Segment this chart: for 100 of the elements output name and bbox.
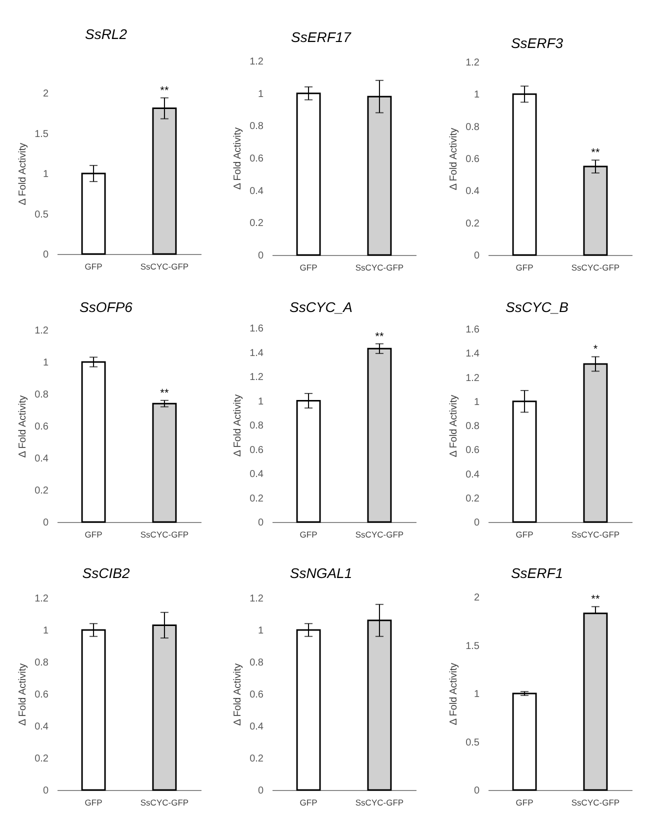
- y-tick-label: 0: [42, 250, 49, 260]
- y-tick-label: 0: [474, 250, 480, 262]
- y-tick-label: 1.2: [466, 372, 480, 384]
- y-tick-label: 1.6: [466, 324, 480, 336]
- y-tick-label: 0.6: [250, 154, 264, 164]
- y-tick-label: 1.4: [466, 348, 480, 360]
- y-tick-label: 0.4: [466, 186, 480, 198]
- y-tick-label: 0: [474, 786, 480, 796]
- y-tick-label: 0.8: [34, 390, 49, 400]
- y-tick-label: 2: [42, 88, 49, 100]
- y-axis-title: Δ Fold Activity: [232, 663, 244, 726]
- x-tick-label: SsCYC-GFP: [140, 530, 189, 540]
- y-axis-title: Δ Fold Activity: [232, 127, 244, 190]
- y-tick-label: 0.6: [34, 690, 49, 700]
- y-tick-label: 0: [474, 518, 480, 528]
- y-tick-label: 0.4: [250, 722, 264, 732]
- y-tick-label: 1.2: [34, 326, 49, 336]
- y-tick-label: 0: [258, 250, 264, 262]
- y-tick-label: 0.4: [466, 469, 480, 480]
- annotation: **: [375, 330, 384, 343]
- chart-title: SsCYC_A: [289, 299, 353, 315]
- annotation: **: [160, 84, 170, 97]
- y-tick-label: 0.6: [250, 444, 264, 456]
- y-axis-title: Δ Fold Activity: [18, 395, 29, 458]
- x-tick-label: SsCYC-GFP: [140, 798, 189, 808]
- y-tick-label: 1.2: [250, 594, 264, 604]
- annotation: **: [591, 147, 600, 160]
- x-tick-label: GFP: [300, 530, 318, 540]
- y-tick-label: 1: [474, 90, 480, 101]
- x-tick-label: GFP: [300, 262, 318, 272]
- y-tick-label: 0.4: [34, 722, 49, 732]
- y-tick-label: 0.8: [466, 122, 480, 133]
- y-tick-label: 0.4: [250, 469, 264, 480]
- x-tick-label: GFP: [516, 798, 534, 808]
- x-tick-label: GFP: [516, 262, 534, 272]
- y-tick-label: 1.5: [34, 128, 49, 140]
- y-tick-label: 0.4: [250, 186, 264, 197]
- y-tick-label: 0.8: [34, 658, 49, 668]
- y-tick-label: 0.2: [466, 218, 480, 230]
- y-tick-label: 2: [474, 592, 480, 604]
- x-tick-label: GFP: [516, 530, 534, 540]
- y-tick-label: 0.8: [250, 658, 264, 668]
- y-tick-label: 1: [474, 689, 480, 700]
- y-tick-label: 1: [258, 396, 264, 408]
- x-tick-label: GFP: [84, 262, 103, 272]
- x-tick-label: SsCYC-GFP: [355, 798, 404, 808]
- y-tick-label: 0: [42, 786, 49, 796]
- y-tick-label: 1: [258, 626, 264, 636]
- chart-title: SsOFP6: [80, 299, 133, 315]
- y-axis-title: Δ Fold Activity: [448, 662, 460, 726]
- x-tick-label: GFP: [300, 798, 318, 808]
- y-tick-label: 0.4: [34, 454, 49, 464]
- chart-title: SsCIB2: [82, 565, 130, 581]
- y-axis-title: Δ Fold Activity: [448, 128, 460, 190]
- y-tick-label: 1: [474, 396, 480, 408]
- x-tick-label: GFP: [84, 530, 103, 540]
- x-tick-label: SsCYC-GFP: [355, 530, 404, 540]
- annotation: **: [160, 387, 170, 400]
- chart-title: SsERF3: [510, 35, 564, 51]
- y-tick-label: 0.2: [466, 493, 480, 504]
- chart-title: SsERF17: [291, 29, 352, 45]
- y-tick-label: 1.2: [466, 58, 480, 68]
- x-tick-label: SsCYC-GFP: [571, 262, 620, 272]
- x-tick-label: SsCYC-GFP: [571, 798, 620, 808]
- y-axis-title: Δ Fold Activity: [448, 394, 460, 458]
- y-tick-label: 0.2: [34, 486, 49, 496]
- y-tick-label: 0: [42, 518, 49, 528]
- y-tick-label: 0.2: [250, 493, 264, 504]
- y-tick-label: 0.5: [466, 737, 480, 748]
- y-tick-label: 0.6: [466, 154, 480, 165]
- x-tick-label: SsCYC-GFP: [571, 530, 620, 540]
- chart-title: SsNGAL1: [290, 565, 352, 581]
- y-tick-label: 1.6: [250, 324, 264, 334]
- y-tick-label: 0.2: [34, 754, 49, 764]
- y-tick-label: 0.8: [250, 121, 264, 132]
- x-tick-label: SsCYC-GFP: [355, 262, 404, 272]
- y-tick-label: 1.2: [250, 372, 264, 383]
- y-tick-label: 0.8: [250, 420, 264, 432]
- y-tick-label: 1.5: [466, 640, 480, 652]
- y-tick-label: 1.4: [250, 348, 264, 359]
- chart-title: SsERF1: [510, 565, 564, 581]
- y-tick-label: 0.6: [34, 422, 49, 432]
- annotation: *: [593, 344, 598, 356]
- y-tick-label: 0.2: [250, 754, 264, 764]
- y-tick-label: 0.6: [250, 690, 264, 700]
- y-tick-label: 1: [42, 358, 49, 368]
- y-tick-label: 1.2: [250, 56, 264, 68]
- y-tick-label: 1.2: [34, 594, 49, 604]
- y-tick-label: 0: [258, 786, 264, 796]
- y-tick-label: 0.6: [466, 445, 480, 456]
- y-tick-label: 1: [258, 88, 264, 100]
- x-tick-label: SsCYC-GFP: [140, 262, 189, 272]
- chart-title: SsRL2: [84, 26, 128, 42]
- y-tick-label: 0.8: [466, 421, 480, 432]
- y-axis-title: Δ Fold Activity: [18, 663, 29, 726]
- y-tick-label: 0: [258, 518, 264, 528]
- annotation: **: [591, 594, 600, 606]
- y-tick-label: 1: [42, 169, 49, 180]
- y-tick-label: 0.5: [34, 209, 49, 220]
- chart-title: SsCYC_B: [505, 299, 569, 315]
